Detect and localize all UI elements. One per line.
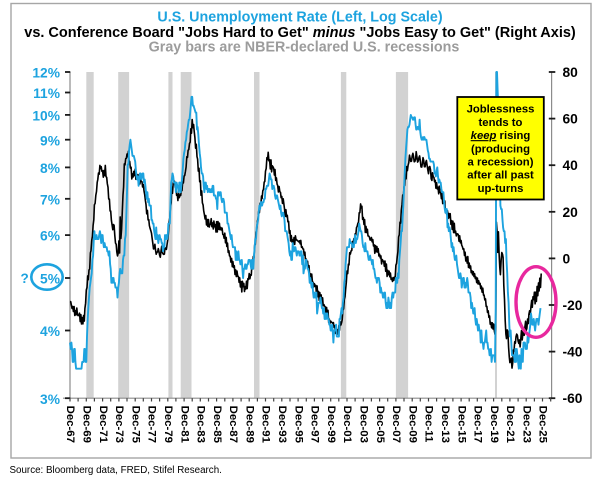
svg-text:vs. Conference Board "Jobs Har: vs. Conference Board "Jobs Hard to Get" …	[24, 25, 576, 41]
svg-text:Dec-93: Dec-93	[276, 406, 288, 443]
svg-text:5%: 5%	[40, 272, 60, 287]
svg-text:0: 0	[563, 251, 571, 266]
svg-text:60: 60	[563, 112, 579, 127]
svg-text:Dec-97: Dec-97	[309, 406, 321, 443]
svg-text:7%: 7%	[40, 192, 60, 207]
svg-text:Dec-25: Dec-25	[537, 406, 549, 444]
svg-text:4%: 4%	[40, 324, 60, 339]
svg-text:Dec-73: Dec-73	[113, 406, 125, 443]
svg-text:Dec-67: Dec-67	[64, 406, 76, 443]
svg-text:-40: -40	[563, 345, 583, 360]
svg-text:Dec-19: Dec-19	[488, 406, 500, 443]
svg-text:Dec-83: Dec-83	[195, 406, 207, 443]
svg-text:Dec-95: Dec-95	[292, 406, 304, 444]
svg-text:8%: 8%	[40, 161, 60, 176]
svg-text:Dec-01: Dec-01	[341, 406, 353, 444]
svg-text:11%: 11%	[33, 86, 60, 101]
svg-text:(producing: (producing	[471, 143, 530, 155]
svg-text:U.S. Unemployment Rate (Left,: U.S. Unemployment Rate (Left, Log Scale)	[157, 9, 442, 25]
svg-text:Dec-81: Dec-81	[178, 406, 190, 444]
svg-text:Dec-69: Dec-69	[81, 406, 93, 443]
svg-text:Dec-79: Dec-79	[162, 406, 174, 443]
svg-text:Dec-85: Dec-85	[211, 406, 223, 444]
svg-text:tends to: tends to	[479, 117, 523, 129]
svg-text:9%: 9%	[40, 133, 60, 148]
svg-text:Dec-87: Dec-87	[227, 406, 239, 443]
svg-text:Dec-07: Dec-07	[390, 406, 402, 443]
svg-text:keep rising: keep rising	[471, 130, 531, 142]
svg-text:Dec-15: Dec-15	[455, 406, 467, 444]
svg-text:Dec-05: Dec-05	[374, 406, 386, 444]
svg-text:Dec-21: Dec-21	[504, 406, 516, 444]
svg-text:12%: 12%	[32, 66, 60, 81]
svg-text:a recession): a recession)	[468, 157, 534, 169]
svg-text:Dec-13: Dec-13	[439, 406, 451, 443]
svg-text:Joblessness: Joblessness	[467, 104, 535, 116]
svg-text:6%: 6%	[40, 229, 60, 244]
svg-text:20: 20	[563, 205, 579, 220]
svg-text:Dec-17: Dec-17	[472, 406, 484, 443]
svg-text:Dec-99: Dec-99	[325, 406, 337, 443]
svg-text:Dec-91: Dec-91	[260, 406, 272, 444]
svg-text:Dec-77: Dec-77	[146, 406, 158, 443]
svg-text:3%: 3%	[40, 392, 60, 407]
svg-text:Gray bars are NBER-declared U.: Gray bars are NBER-declared U.S. recessi…	[149, 40, 460, 56]
svg-text:Dec-23: Dec-23	[520, 406, 532, 443]
svg-text:?: ?	[21, 271, 29, 286]
svg-text:Dec-89: Dec-89	[243, 406, 255, 443]
svg-text:Dec-75: Dec-75	[129, 406, 141, 444]
svg-text:10%: 10%	[32, 109, 60, 124]
svg-text:Dec-71: Dec-71	[97, 406, 109, 444]
svg-text:Dec-03: Dec-03	[358, 406, 370, 443]
svg-text:up-turns: up-turns	[478, 183, 524, 195]
svg-text:-20: -20	[563, 298, 583, 313]
svg-text:Dec-11: Dec-11	[423, 406, 435, 443]
svg-text:after all past: after all past	[467, 170, 534, 182]
svg-text:80: 80	[563, 65, 579, 80]
svg-text:-60: -60	[563, 391, 583, 406]
svg-text:Dec-09: Dec-09	[406, 406, 418, 443]
svg-text:40: 40	[563, 158, 579, 173]
